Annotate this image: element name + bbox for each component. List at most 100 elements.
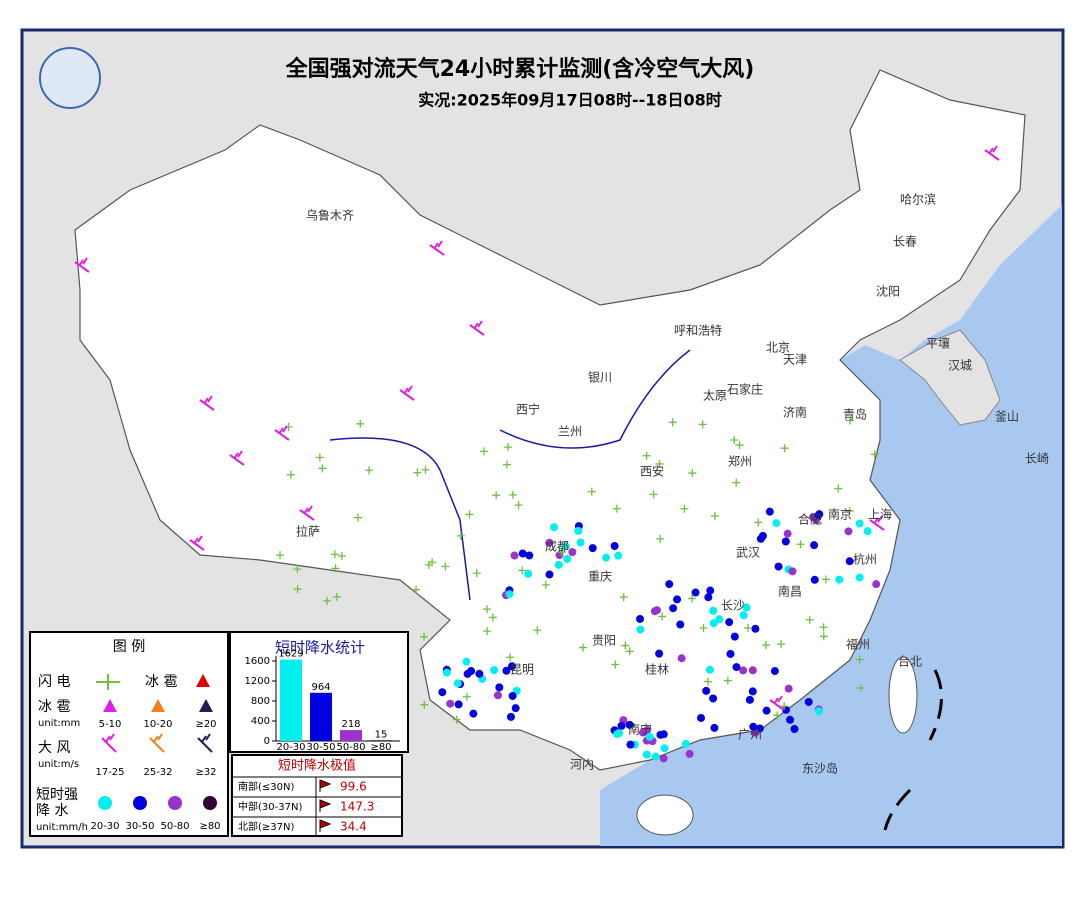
rain-dot [804, 697, 813, 706]
city-label: 石家庄 [727, 382, 763, 397]
lightning [502, 460, 511, 469]
lightning [805, 615, 814, 624]
rain-dot [510, 551, 519, 560]
rain-dot [749, 722, 758, 731]
lightning [625, 647, 634, 656]
legend-bin: 50-80 [160, 821, 189, 832]
rain-dot [502, 666, 511, 675]
region: 北部(≥37N) [238, 820, 294, 833]
y-tick-label: 800 [251, 696, 270, 707]
city-label: 南昌 [778, 584, 802, 599]
city-label: 长崎 [1025, 452, 1049, 466]
legend-icon [96, 674, 120, 690]
rain-dot [642, 750, 651, 759]
rain-dot [726, 649, 735, 658]
lightning [506, 653, 515, 662]
rain-dot [702, 686, 711, 695]
legend-label: 短时强降 水 [36, 787, 78, 819]
city-label: 釜山 [995, 409, 1019, 424]
rain-dot [676, 620, 685, 629]
city-label: 上海 [868, 507, 892, 522]
korea [899, 329, 1001, 426]
rain-dot [772, 519, 781, 528]
lightning [452, 715, 461, 724]
city-label: 广州 [738, 728, 762, 742]
rain-dot [730, 632, 739, 641]
rain-dot [463, 669, 472, 678]
rain-dot [643, 726, 652, 735]
value-label: 1629 [278, 649, 303, 660]
lightning [420, 632, 429, 641]
rain-dot [495, 683, 504, 692]
legend-label: 冰 雹 [38, 699, 70, 715]
rain-dot [614, 551, 623, 560]
rain-dot [748, 687, 757, 696]
lightning [353, 513, 362, 522]
legend-icon [101, 733, 117, 753]
rain-dot [745, 695, 754, 704]
lightning [293, 585, 302, 594]
rain-dot [453, 679, 462, 688]
lightning [668, 418, 677, 427]
x-tick-label: 30-50 [306, 742, 335, 753]
rain-dot [788, 567, 797, 576]
lightning [619, 593, 628, 602]
rain-dot [784, 684, 793, 693]
extremes-title: 短时降水极值 [278, 758, 356, 774]
rain-dot [710, 723, 719, 732]
rain-dot [665, 580, 674, 589]
rain-dot [810, 541, 819, 550]
rain-dot [652, 606, 661, 615]
lightning [723, 676, 732, 685]
value-label: 15 [375, 729, 388, 740]
lightning [492, 491, 501, 500]
rain-dot [835, 575, 844, 584]
legend-icon [133, 796, 147, 810]
wind-barb [299, 505, 315, 521]
lightning [819, 623, 828, 632]
river [329, 349, 691, 601]
lightning [412, 585, 421, 594]
bar [310, 692, 332, 741]
value-label: 218 [341, 719, 360, 730]
rain-dot [568, 548, 577, 557]
rain-dot [715, 615, 724, 624]
extreme-value: 99.6 [340, 780, 367, 794]
rain-dot [751, 624, 760, 633]
lightning [420, 700, 429, 709]
legend-unit: unit:mm/h [36, 822, 88, 833]
region: 南部(≤30N) [238, 780, 294, 793]
city-label: 兰州 [558, 425, 582, 439]
lightning [286, 470, 295, 479]
rain-dot [490, 666, 499, 675]
city-label: 呼和浩特 [674, 323, 722, 338]
lightning [315, 453, 324, 462]
legend-bin: 30-50 [125, 821, 154, 832]
legend-bin: 20-30 [90, 821, 119, 832]
lightning [587, 487, 596, 496]
lightning [735, 441, 744, 450]
value-label: 964 [311, 682, 330, 693]
rain-dot [561, 542, 570, 551]
rain-dot [602, 553, 611, 562]
city-label: 福州 [846, 637, 870, 652]
flag [319, 779, 332, 792]
rain-dot [505, 590, 514, 599]
lightning [870, 450, 879, 459]
lightning [479, 447, 488, 456]
legend-bin: ≥32 [195, 767, 216, 778]
wind-barb [189, 535, 205, 551]
rain-dot [508, 691, 517, 700]
lightning [441, 562, 450, 571]
lightning [621, 641, 630, 650]
rain-dot [454, 700, 463, 709]
rain-dot [677, 654, 686, 663]
lightning [687, 594, 696, 603]
city-label: 济南 [783, 405, 807, 420]
rain-dot [574, 526, 583, 535]
lightning [845, 416, 854, 425]
rain-dot [709, 606, 718, 615]
rain-dot [655, 649, 664, 658]
city-label: 武汉 [736, 546, 760, 560]
